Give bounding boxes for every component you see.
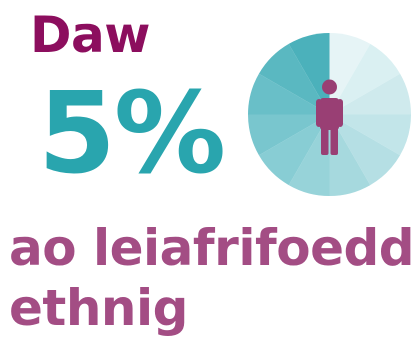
person-icon: [316, 79, 343, 155]
pie-sector: [329, 33, 371, 115]
pie-sector: [258, 43, 330, 115]
pie-sectors: [248, 33, 411, 196]
pie-sector: [248, 114, 330, 156]
pie-sector: [248, 73, 330, 115]
percent-value: 5%: [38, 69, 226, 199]
pie-sector: [288, 33, 330, 115]
pie-sector: [329, 114, 411, 156]
population-pie: [248, 33, 411, 196]
pie-sector: [329, 73, 411, 115]
pie-sector: [329, 114, 401, 186]
pie-sector: [329, 43, 401, 115]
description-line-2: ethnig: [9, 279, 188, 337]
description-line-1: ao leiafrifoedd: [9, 219, 415, 277]
pie-sector: [329, 114, 371, 196]
lead-text: Daw: [30, 6, 150, 64]
pie-sector: [288, 114, 330, 196]
pie-sector: [258, 114, 330, 186]
